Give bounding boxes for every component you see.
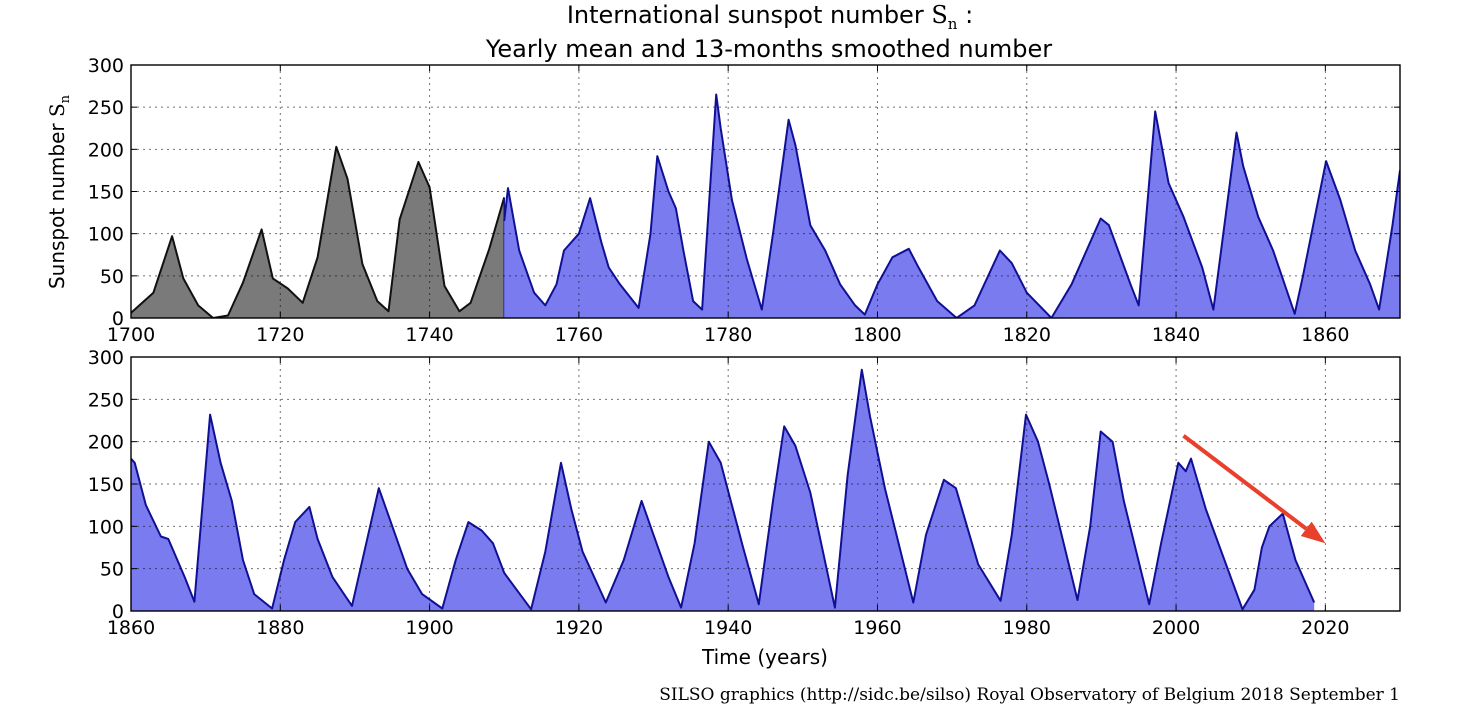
- top-y-tick-label: 100: [88, 224, 124, 246]
- bottom-x-tick-label: 1880: [256, 617, 304, 639]
- bottom-y-tick-label: 0: [112, 601, 124, 623]
- top-x-tick-label: 1800: [853, 324, 901, 346]
- top-x-tick-label: 1700: [107, 324, 155, 346]
- top-panel: 1700 1720 1740 1760 1780 1800 1820 1840 1860 0 50 1…: [88, 55, 1401, 346]
- top-y-tick-label: 200: [88, 139, 124, 161]
- top-grid: [131, 65, 1400, 318]
- bottom-x-tick-label: 1860: [107, 617, 155, 639]
- bottom-x-tick-label: 1940: [704, 617, 752, 639]
- bottom-series-group: [131, 368, 1316, 611]
- top-smoothed-line: [503, 93, 1400, 318]
- top-yearly-line: [131, 145, 506, 318]
- credit-line: SILSO graphics (http://sidc.be/silso) Ro…: [659, 685, 1400, 705]
- chart-title-text: International sunspot number: [567, 1, 932, 29]
- y-axis-label: Sunspot number Sn: [45, 94, 73, 289]
- bottom-y-tick-label: 200: [88, 432, 124, 454]
- chart-title-symbol: S: [931, 1, 947, 29]
- bottom-x-tick-label: 1960: [853, 617, 901, 639]
- bottom-y-tick-label: 250: [88, 389, 124, 411]
- chart-subtitle: Yearly mean and 13-months smoothed numbe…: [485, 35, 1052, 63]
- bottom-x-tick-label: 1920: [555, 617, 603, 639]
- top-y-tick-label: 300: [88, 55, 124, 77]
- bottom-smoothed-area: [131, 369, 1315, 611]
- top-x-tick-label: 1740: [405, 324, 453, 346]
- bottom-grid: [131, 357, 1400, 611]
- top-smoothed-area: [504, 94, 1400, 318]
- trend-arrow-shaft: [1182, 434, 1308, 531]
- bottom-y-tick-label: 100: [88, 516, 124, 538]
- top-y-tick-label: 250: [88, 97, 124, 119]
- top-series-group: [131, 93, 1400, 318]
- chart-title: International sunspot number Sn :: [567, 1, 973, 33]
- y-axis-label-text: Sunspot number: [45, 117, 69, 289]
- bottom-y-tick-label: 150: [88, 474, 124, 496]
- y-axis-label-symbol: S: [45, 103, 69, 117]
- y-axis-label-subscript: n: [58, 94, 73, 103]
- top-x-tick-label: 1720: [256, 324, 304, 346]
- bottom-x-tick-label: 2000: [1152, 617, 1200, 639]
- top-y-tick-label: 50: [100, 266, 124, 288]
- bottom-y-tick-label: 300: [88, 347, 124, 369]
- chart-title-suffix: :: [957, 1, 973, 29]
- top-x-tick-label: 1820: [1003, 324, 1051, 346]
- bottom-y-tick-label: 50: [100, 559, 124, 581]
- top-y-tick-label: 0: [112, 308, 124, 330]
- top-y-tick-label: 150: [88, 182, 124, 204]
- top-x-tick-label: 1840: [1152, 324, 1200, 346]
- bottom-panel: 1860 1880 1900 1920 1940 1960 1980 2000 2020 0 50 1…: [88, 347, 1401, 639]
- top-yearly-area: [131, 146, 505, 318]
- top-x-tick-label: 1760: [555, 324, 603, 346]
- bottom-x-tick-label: 1900: [405, 617, 453, 639]
- top-x-tick-label: 1780: [704, 324, 752, 346]
- top-x-tick-label: 1860: [1301, 324, 1349, 346]
- bottom-x-tick-label: 1980: [1003, 617, 1051, 639]
- bottom-x-tick-label: 2020: [1301, 617, 1349, 639]
- chart-title-subscript: n: [948, 15, 958, 33]
- x-axis-label: Time (years): [701, 645, 828, 669]
- trend-arrow-head: [1300, 521, 1326, 544]
